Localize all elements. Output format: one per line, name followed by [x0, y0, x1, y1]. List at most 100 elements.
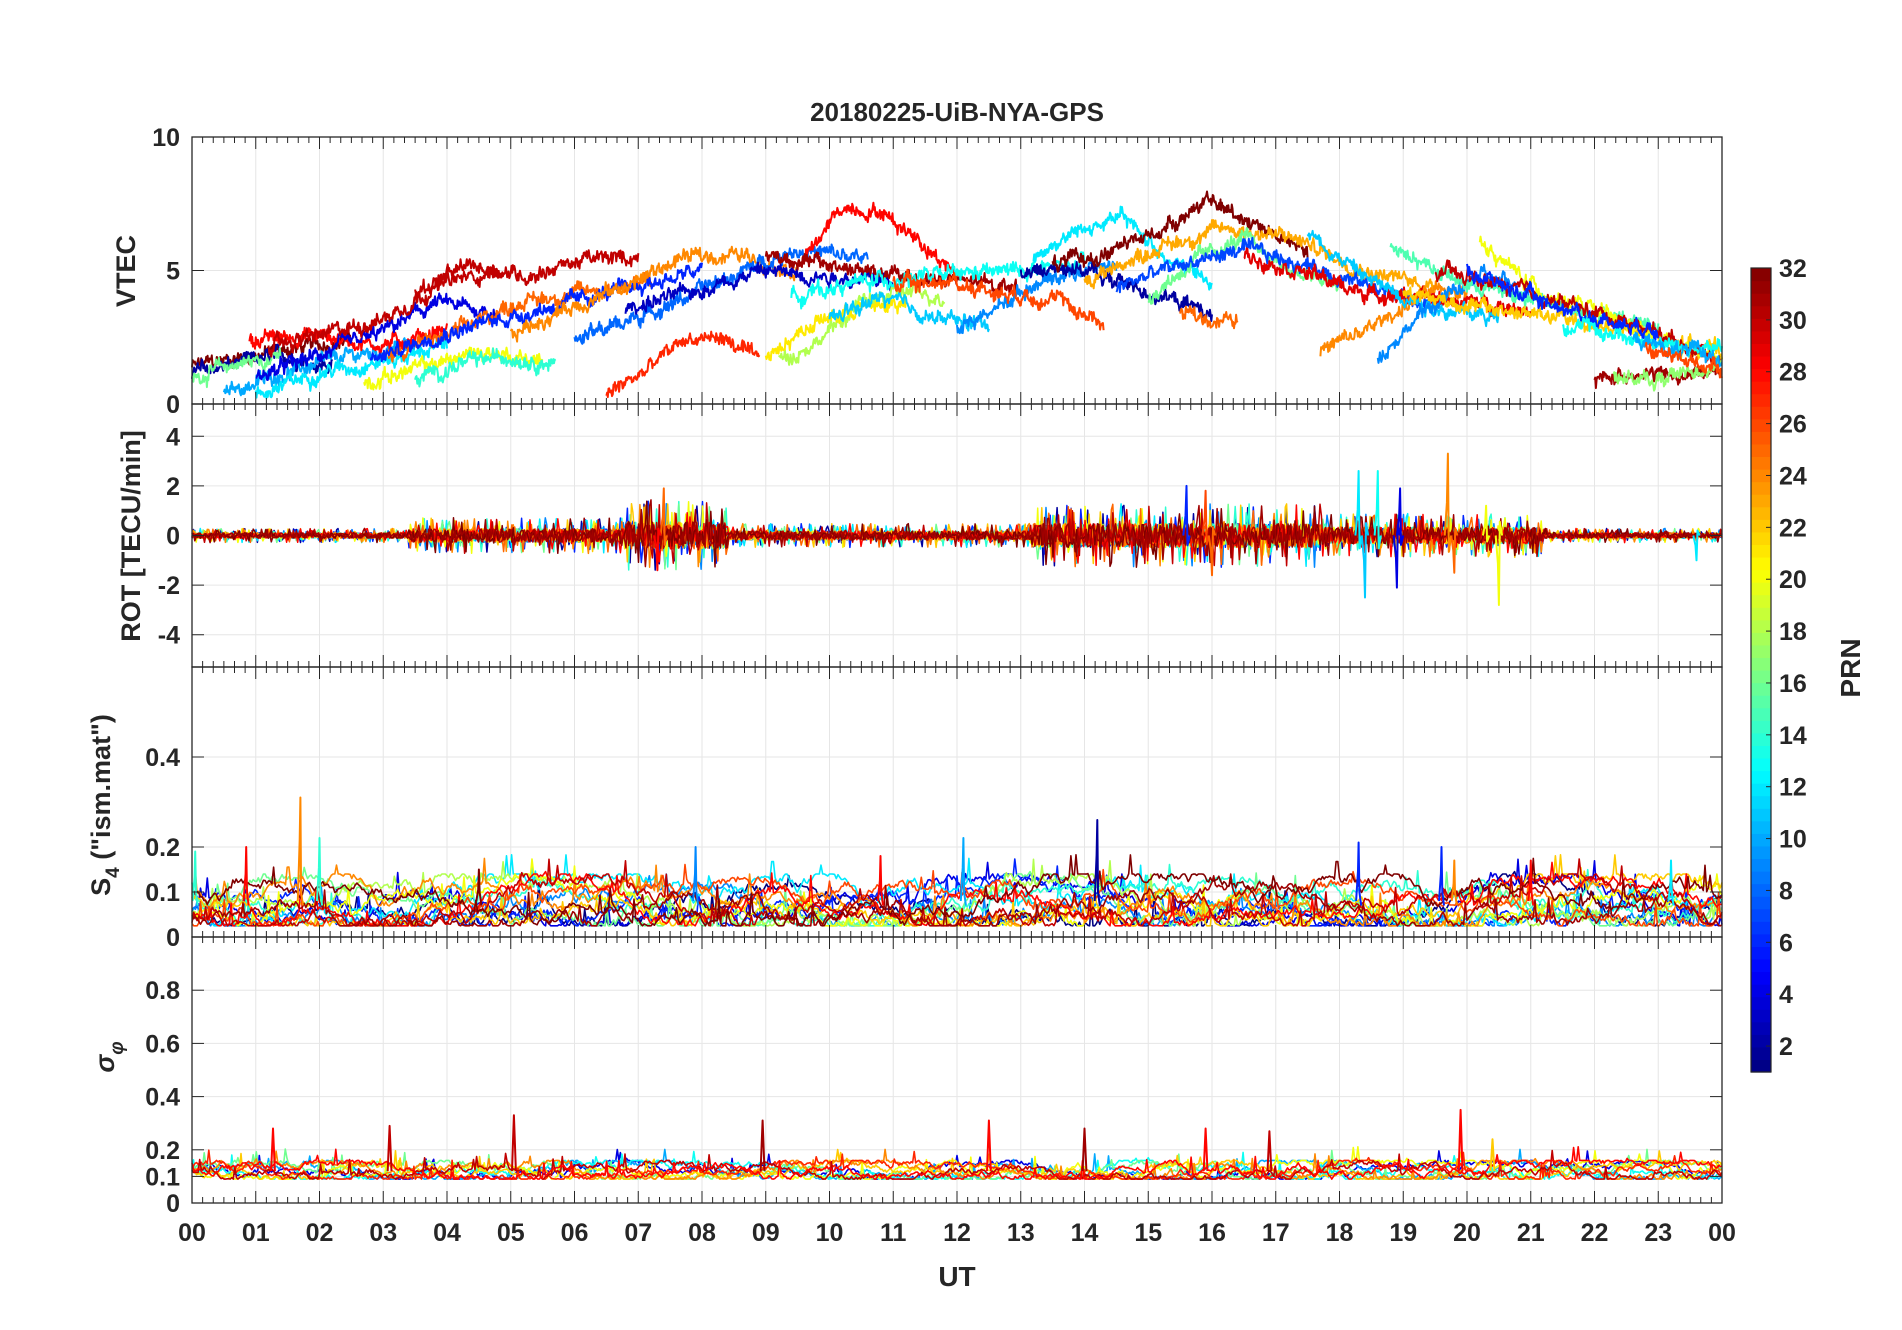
sigma-y-tick-label: 0 — [166, 1190, 180, 1218]
colorbar-segment — [1751, 531, 1771, 545]
rot-y-tick-label: 2 — [166, 473, 180, 501]
x-tick-label: 07 — [624, 1219, 652, 1247]
x-tick-label: 04 — [433, 1219, 461, 1247]
colorbar-tick-label: 32 — [1779, 255, 1807, 283]
colorbar-segment — [1751, 682, 1771, 696]
colorbar-segment — [1751, 594, 1771, 608]
s4-spike — [191, 850, 199, 906]
colorbar-segment — [1751, 958, 1771, 973]
sigma-spike — [1202, 1127, 1209, 1172]
colorbar-tick-label: 4 — [1779, 981, 1793, 1009]
colorbar-segment — [1751, 368, 1771, 382]
x-tick-label: 16 — [1198, 1219, 1226, 1247]
colorbar-segment — [1751, 1021, 1771, 1035]
colorbar-segment — [1751, 896, 1771, 910]
colorbar-segment — [1751, 644, 1771, 659]
colorbar-segment — [1751, 783, 1771, 797]
sigma-spike — [1457, 1108, 1464, 1172]
colorbar-segment — [1751, 833, 1771, 847]
rot-spike — [1450, 527, 1459, 574]
colorbar-segment — [1751, 1046, 1771, 1061]
s4-spike — [475, 868, 483, 906]
rot-line-prn-31 — [191, 499, 1723, 568]
colorbar-tick-label: 14 — [1779, 722, 1807, 750]
vtec-line-prn-26 — [892, 268, 1105, 331]
rot-spike — [1360, 522, 1370, 599]
s4-y-tick-label: 0.2 — [145, 834, 180, 862]
sigma-label-main: σ — [90, 1054, 120, 1073]
x-tick-label: 19 — [1389, 1219, 1417, 1247]
colorbar-segment — [1751, 506, 1771, 520]
rot-spike — [1354, 470, 1363, 550]
vtec-line-prn-14 — [414, 347, 557, 388]
sigma-y-tick-label: 0.8 — [145, 977, 180, 1005]
vtec-line-prn-6 — [1466, 263, 1660, 341]
vtec-line-prn-28 — [248, 323, 448, 354]
vtec-ticks — [191, 136, 1723, 405]
s4-line-prn-26 — [191, 863, 1723, 927]
sigma-ticks — [191, 937, 1723, 1204]
colorbar-tick-label: 12 — [1779, 774, 1807, 802]
rot-spike — [1373, 470, 1382, 550]
colorbar-tick-label: 16 — [1779, 670, 1807, 698]
vtec-y-tick-label: 5 — [166, 258, 180, 286]
s4-label-main: S — [86, 878, 116, 896]
vtec-line-prn-9 — [956, 259, 1118, 335]
vtec-line-prn-6 — [369, 262, 703, 363]
colorbar-segment — [1751, 757, 1771, 772]
colorbar-segment — [1751, 670, 1771, 684]
colorbar-segment — [1751, 933, 1771, 947]
vtec-line-prn-24 — [1319, 280, 1468, 357]
x-tick-label: 20 — [1453, 1219, 1481, 1247]
x-tick-label: 00 — [1708, 1219, 1736, 1247]
s4-spike — [959, 837, 967, 906]
vtec-line-prn-16 — [191, 347, 282, 389]
vtec-line-prn-23 — [1083, 219, 1437, 295]
colorbar-segment — [1751, 280, 1771, 294]
colorbar-tick-label: 8 — [1779, 877, 1793, 905]
x-tick-label: 05 — [497, 1219, 525, 1247]
colorbar-segment — [1751, 996, 1771, 1010]
s4-spike — [1093, 819, 1101, 906]
rot-spike — [1182, 484, 1191, 547]
vtec-line-prn-11 — [1306, 229, 1500, 328]
rot-y-tick-label: 0 — [166, 523, 180, 551]
sigma-y-tick-label: 0.4 — [145, 1084, 180, 1112]
x-tick-label: 03 — [369, 1219, 397, 1247]
y-axis-labels: VTEC ROT [TECU/min] S4 ("ism.mat") σφ — [86, 235, 146, 1073]
colorbar-segment — [1751, 908, 1771, 922]
x-tick-label: 11 — [880, 1219, 907, 1247]
vtec-line-prn-12 — [254, 334, 448, 399]
vtec-axis-label: VTEC — [111, 235, 141, 307]
colorbar-tick-label: 2 — [1779, 1033, 1793, 1061]
colorbar-tick-label: 18 — [1779, 618, 1807, 646]
vtec-line-prn-24 — [509, 245, 799, 343]
colorbar-segment — [1751, 469, 1771, 483]
rot-spike — [1443, 452, 1453, 553]
colorbar-segment — [1751, 343, 1771, 357]
colorbar-tick-label: 20 — [1779, 566, 1807, 594]
s4-ticks — [191, 667, 1723, 938]
vtec-line-prn-10 — [1632, 331, 1723, 367]
s4-spike — [1667, 859, 1675, 906]
vtec-line-prn-3 — [624, 261, 894, 315]
s4-y-tick-label: 0 — [166, 924, 180, 952]
rot-y-tick-label: 4 — [166, 423, 180, 451]
colorbar-segment — [1751, 381, 1771, 395]
s4-spike — [1438, 846, 1445, 906]
sigma-spike — [386, 1124, 393, 1172]
colorbar-segment — [1751, 657, 1771, 671]
colorbar-segment — [1751, 971, 1771, 985]
sigma-line-prn-27 — [191, 1149, 1723, 1180]
colorbar-segment — [1751, 745, 1771, 759]
colorbar-segment — [1751, 921, 1771, 935]
sigma-y-tick-label: 0.2 — [145, 1137, 180, 1165]
colorbar-segment — [1751, 1009, 1771, 1023]
s4-line-prn-28 — [191, 861, 1723, 927]
x-tick-label: 18 — [1326, 1219, 1354, 1247]
s4-y-tick-label: 0.1 — [145, 879, 180, 907]
colorbar-segment — [1751, 481, 1771, 495]
rot-y-tick-label: -4 — [158, 622, 180, 650]
rot-axis-label: ROT [TECU/min] — [116, 430, 146, 641]
sigma-spike — [1266, 1130, 1273, 1172]
